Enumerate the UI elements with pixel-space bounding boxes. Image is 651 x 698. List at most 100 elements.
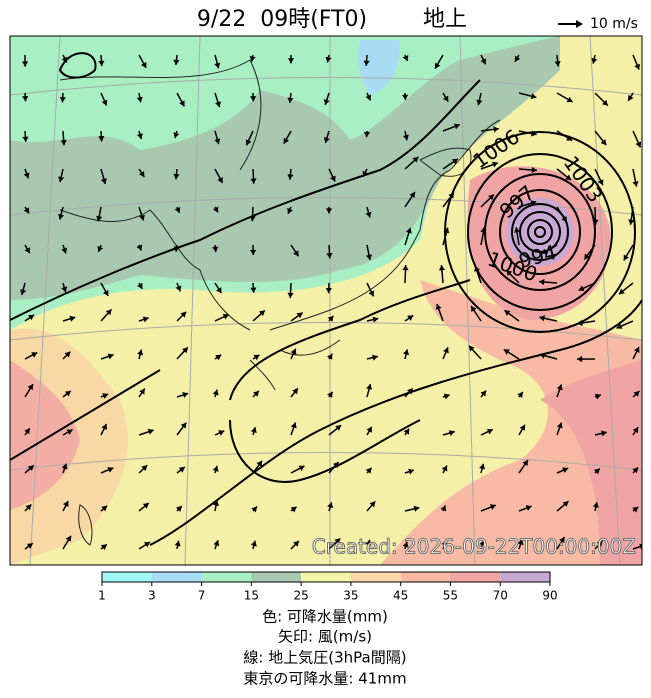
wind-arrow-head xyxy=(326,253,333,259)
wind-arrow-head xyxy=(245,139,252,146)
wind-arrow-head xyxy=(213,500,220,506)
colorbar-segment xyxy=(201,572,252,582)
wind-arrow-head xyxy=(632,181,639,187)
wind-arrow-head xyxy=(435,62,441,69)
colorbar-segment xyxy=(251,572,302,582)
wind-arrow-head xyxy=(214,138,221,145)
wind-arrow-head xyxy=(213,540,220,547)
wind-arrow-head xyxy=(173,59,180,66)
wind-arrow-head xyxy=(402,134,409,141)
wind-arrow-head xyxy=(63,501,69,508)
wind-arrow-head xyxy=(591,57,598,64)
wind-arrow-head xyxy=(102,289,109,296)
wind-arrow-head xyxy=(287,97,294,103)
wind-arrow-head xyxy=(174,540,181,547)
wind-arrow-head xyxy=(100,544,107,550)
wind-arrow-head xyxy=(517,539,524,546)
wind-arrow-head xyxy=(365,539,372,546)
wind-arrow-head xyxy=(597,179,604,186)
wind-arrow-head xyxy=(249,56,256,62)
wind-arrow-head xyxy=(531,130,537,137)
wind-arrow-head xyxy=(514,55,521,62)
wind-arrow-head xyxy=(173,173,180,180)
wind-arrow-head xyxy=(64,390,71,397)
map: 1006 1003 997 994 1000 Created: 2026-09-… xyxy=(10,36,642,565)
wind-arrow-head xyxy=(28,314,35,321)
colorbar-tick-label: 1 xyxy=(98,589,106,603)
wind-arrow-head xyxy=(372,316,379,323)
wind-arrow-head xyxy=(634,63,640,70)
wind-arrow-head xyxy=(98,136,105,142)
wind-arrow-head xyxy=(372,354,378,361)
wind-arrow-head xyxy=(561,216,567,223)
wind-arrow-head xyxy=(525,505,532,511)
wind-arrow-head xyxy=(25,504,32,511)
wind-arrow-head xyxy=(443,393,450,400)
wind-arrow-head xyxy=(97,246,104,252)
wind-arrow-head xyxy=(530,93,537,100)
wind-arrow-head xyxy=(628,219,635,225)
wind-arrow-head xyxy=(250,540,257,547)
wind-arrow-head xyxy=(98,60,105,67)
wind-arrow-head xyxy=(479,463,486,470)
colorbar-tick-label: 90 xyxy=(542,589,557,603)
wind-arrow-head xyxy=(212,389,219,396)
wind-arrow-head xyxy=(539,315,546,322)
wind-arrow-head xyxy=(489,504,496,510)
wind-arrow-head xyxy=(327,502,334,509)
wind-arrow-head xyxy=(577,319,583,327)
wind-arrow-head xyxy=(335,425,342,431)
wind-arrow-head xyxy=(365,94,372,101)
wind-arrow-head xyxy=(628,94,634,101)
wind-arrow-head xyxy=(287,58,295,64)
wind-arrow-head xyxy=(175,285,182,292)
wind-arrow-head xyxy=(448,430,455,437)
wind-arrow-head xyxy=(60,139,67,146)
colorbar-tick-label: 7 xyxy=(198,589,206,603)
wind-arrow-head xyxy=(365,467,372,474)
wind-arrow-head xyxy=(402,265,409,271)
wind-arrow-head xyxy=(325,56,332,63)
wind-arrow-head xyxy=(442,95,449,102)
wind-arrow-head xyxy=(556,422,563,429)
wind-arrow-head xyxy=(408,468,414,475)
wind-arrow-head xyxy=(100,178,107,184)
wind-arrow-head xyxy=(61,247,68,254)
wind-arrow-head xyxy=(137,349,144,356)
caption-line: 線: 地上気圧(3hPa間隔) xyxy=(243,649,406,667)
wind-arrow-head xyxy=(58,176,65,183)
wind-arrow-head xyxy=(296,312,303,319)
colorbar-segment xyxy=(301,572,351,582)
wind-arrow-head xyxy=(222,313,229,320)
wind-arrow-head xyxy=(105,309,112,316)
wind-arrow-head xyxy=(503,349,510,355)
wind-arrow-head xyxy=(565,174,572,181)
wind-arrow-head xyxy=(406,388,413,395)
wind-arrow-head xyxy=(293,540,299,547)
colorbar-tick-label: 3 xyxy=(148,589,156,603)
wind-arrow-head xyxy=(440,505,447,512)
wind-arrow-head xyxy=(596,540,603,547)
wind-arrow-head xyxy=(325,287,332,294)
wind-arrow-head xyxy=(632,507,639,513)
wind-arrow-head xyxy=(633,347,640,354)
wind-arrow-head xyxy=(24,247,30,254)
wind-arrow-head xyxy=(217,177,223,184)
colorbar-tick-label: 55 xyxy=(443,589,458,603)
wind-arrow-head xyxy=(362,170,369,177)
caption-line: 色: 可降水量(mm) xyxy=(262,608,388,626)
wind-arrow-head xyxy=(136,244,143,251)
wind-arrow-shaft xyxy=(632,545,642,550)
wind-arrow-head xyxy=(409,191,415,198)
wind-arrow-head xyxy=(101,99,108,106)
wind-arrow-head xyxy=(214,62,221,69)
colorbar-tick-label: 35 xyxy=(343,589,358,603)
wind-arrow-head xyxy=(96,215,103,222)
colorbar-tick-label: 70 xyxy=(493,589,508,603)
wind-arrow-head xyxy=(298,465,305,472)
wind-arrow-head xyxy=(623,254,630,261)
wind-arrow-head xyxy=(562,467,569,474)
wind-arrow-head xyxy=(293,250,299,257)
wind-arrow-head xyxy=(173,132,180,139)
wind-arrow-head xyxy=(474,265,480,272)
